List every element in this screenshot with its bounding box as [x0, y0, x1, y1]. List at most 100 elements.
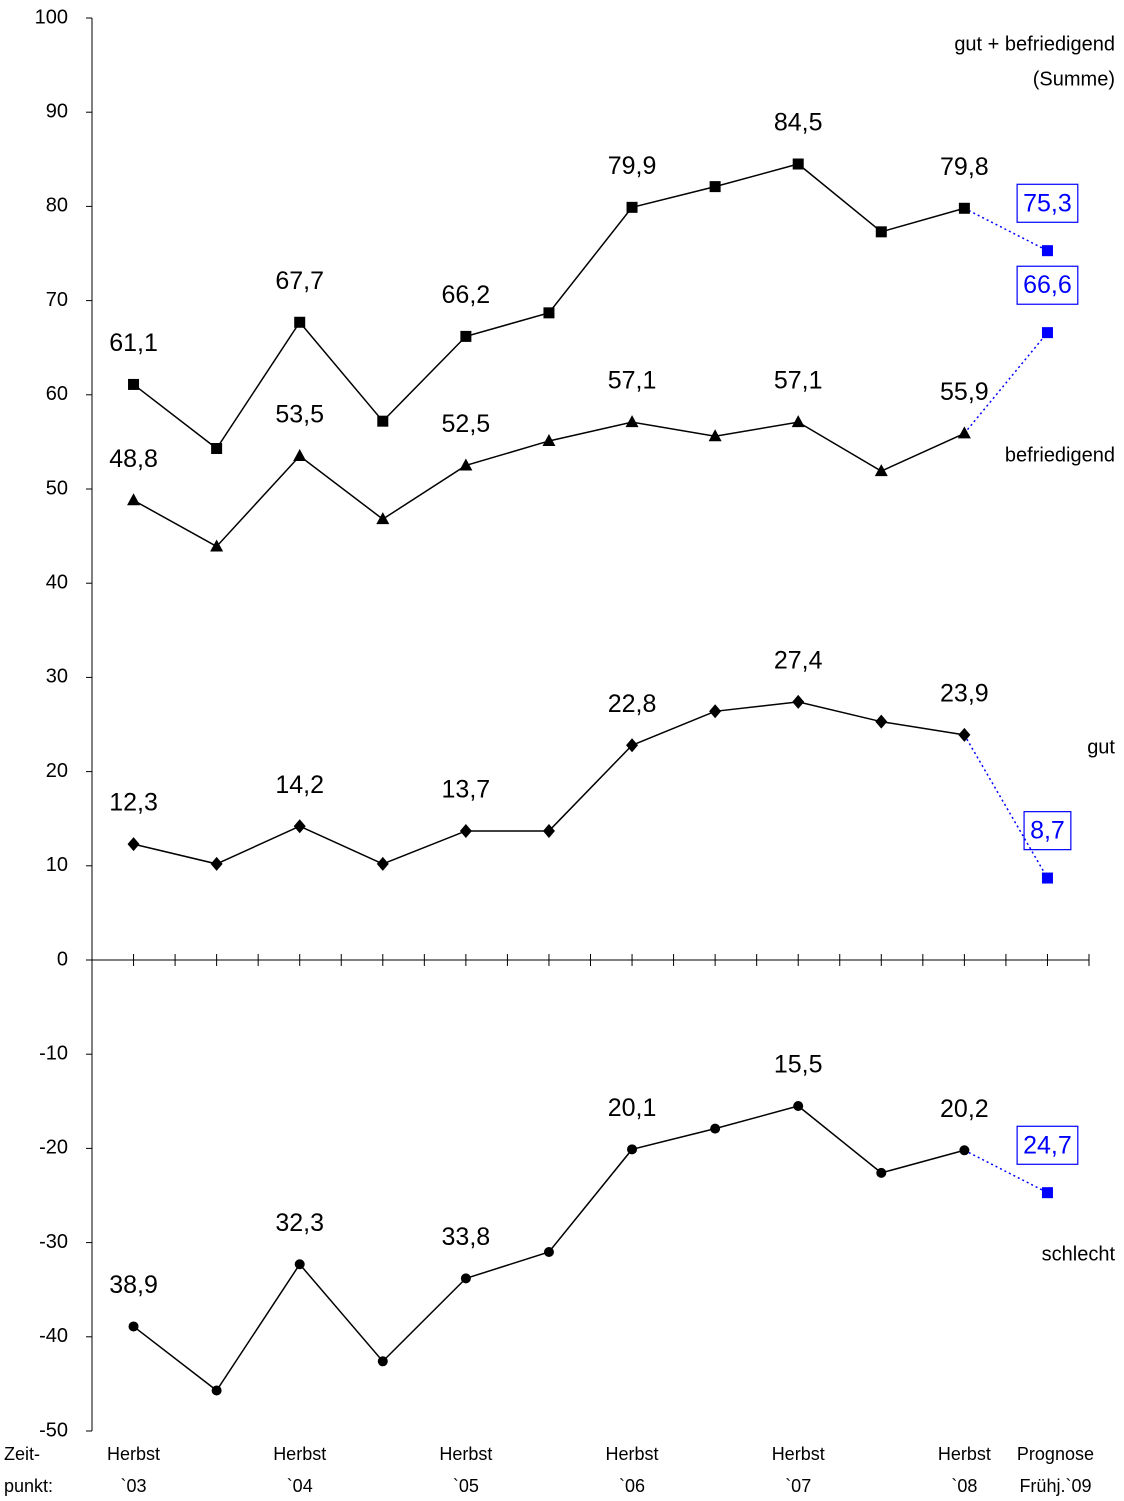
value-label: 38,9 [109, 1271, 158, 1299]
marker [376, 512, 390, 525]
marker [875, 714, 888, 729]
x-tick-label: `08 [951, 1476, 977, 1496]
x-axis-label: Zeit- [4, 1444, 40, 1464]
marker [128, 378, 140, 390]
legend-label: befriedigend [1005, 444, 1115, 466]
marker [127, 837, 140, 852]
y-tick-label: 0 [57, 948, 68, 970]
value-label: 84,5 [774, 109, 823, 137]
marker [377, 1356, 388, 1367]
marker [1041, 245, 1053, 257]
value-label: 55,9 [940, 378, 989, 406]
value-label: 79,9 [608, 152, 657, 180]
marker [958, 727, 971, 742]
marker [709, 704, 722, 719]
marker [543, 307, 555, 319]
marker [459, 458, 473, 471]
marker [626, 738, 639, 753]
value-label: 8,7 [1030, 817, 1065, 845]
value-label: 13,7 [442, 776, 491, 804]
legend-label: (Summe) [1033, 68, 1115, 90]
x-tick-label: Prognose [1017, 1444, 1094, 1464]
value-label: 22,8 [608, 690, 657, 718]
y-tick-label: 50 [46, 477, 68, 499]
marker [625, 415, 639, 428]
marker [376, 856, 389, 871]
marker [876, 1167, 887, 1178]
marker [542, 823, 555, 838]
value-label: 24,7 [1023, 1131, 1072, 1159]
value-label: 14,2 [275, 771, 324, 799]
marker [792, 694, 805, 709]
x-tick-label: Herbst [107, 1444, 160, 1464]
value-label-box [1023, 811, 1072, 851]
marker [792, 158, 804, 170]
x-tick-label: `06 [619, 1476, 645, 1496]
legend-label: gut [1087, 736, 1115, 758]
x-tick-label: `03 [121, 1476, 147, 1496]
x-tick-label: `04 [287, 1476, 313, 1496]
y-tick-label: 100 [35, 6, 68, 28]
legend-label: gut + befriedigend [954, 33, 1115, 55]
marker [377, 415, 389, 427]
marker [710, 1123, 721, 1134]
marker [293, 449, 307, 462]
marker [791, 415, 805, 428]
value-label: 12,3 [109, 789, 158, 817]
marker [875, 226, 887, 238]
y-tick-label: 70 [46, 289, 68, 311]
marker [294, 1259, 305, 1270]
marker [293, 819, 306, 834]
x-tick-label: `05 [453, 1476, 479, 1496]
y-tick-label: 20 [46, 760, 68, 782]
x-tick-label: Herbst [273, 1444, 326, 1464]
x-tick-label: Herbst [772, 1444, 825, 1464]
marker [543, 1247, 554, 1258]
forecast-line [963, 734, 1049, 879]
marker [128, 1321, 139, 1332]
value-label: 61,1 [109, 329, 158, 357]
value-label: 66,6 [1023, 271, 1072, 299]
x-axis-label: punkt: [4, 1476, 53, 1496]
value-label: 23,9 [940, 679, 989, 707]
x-tick-label: Frühj.`09 [1019, 1476, 1091, 1496]
y-tick-label: -50 [39, 1419, 68, 1441]
marker [709, 181, 721, 193]
y-tick-label: -10 [39, 1042, 68, 1064]
marker [626, 201, 638, 213]
marker [210, 856, 223, 871]
value-label-box [1016, 183, 1079, 223]
value-label: 79,8 [940, 153, 989, 181]
value-label: 33,8 [442, 1223, 491, 1251]
value-label: 48,8 [109, 445, 158, 473]
y-tick-label: 90 [46, 100, 68, 122]
marker [874, 464, 888, 477]
marker [542, 433, 556, 446]
y-tick-label: -40 [39, 1325, 68, 1347]
y-tick-label: -30 [39, 1231, 68, 1253]
marker [959, 1145, 970, 1156]
forecast-line [963, 332, 1049, 434]
value-label: 32,3 [275, 1209, 324, 1237]
marker [211, 442, 223, 454]
marker [210, 539, 224, 552]
series-line [133, 701, 965, 865]
value-label: 20,1 [608, 1094, 657, 1122]
value-label: 66,2 [442, 281, 491, 309]
y-tick-label: 80 [46, 195, 68, 217]
x-tick-label: `07 [785, 1476, 811, 1496]
x-tick-label: Herbst [938, 1444, 991, 1464]
value-label: 57,1 [608, 367, 657, 395]
y-tick-label: 60 [46, 383, 68, 405]
marker [211, 1385, 222, 1396]
x-tick-label: Herbst [606, 1444, 659, 1464]
value-label: 67,7 [275, 267, 324, 295]
marker [460, 330, 472, 342]
marker [793, 1101, 804, 1112]
marker [708, 429, 722, 442]
value-label: 75,3 [1023, 189, 1072, 217]
series-line [133, 163, 965, 450]
marker [294, 316, 306, 328]
